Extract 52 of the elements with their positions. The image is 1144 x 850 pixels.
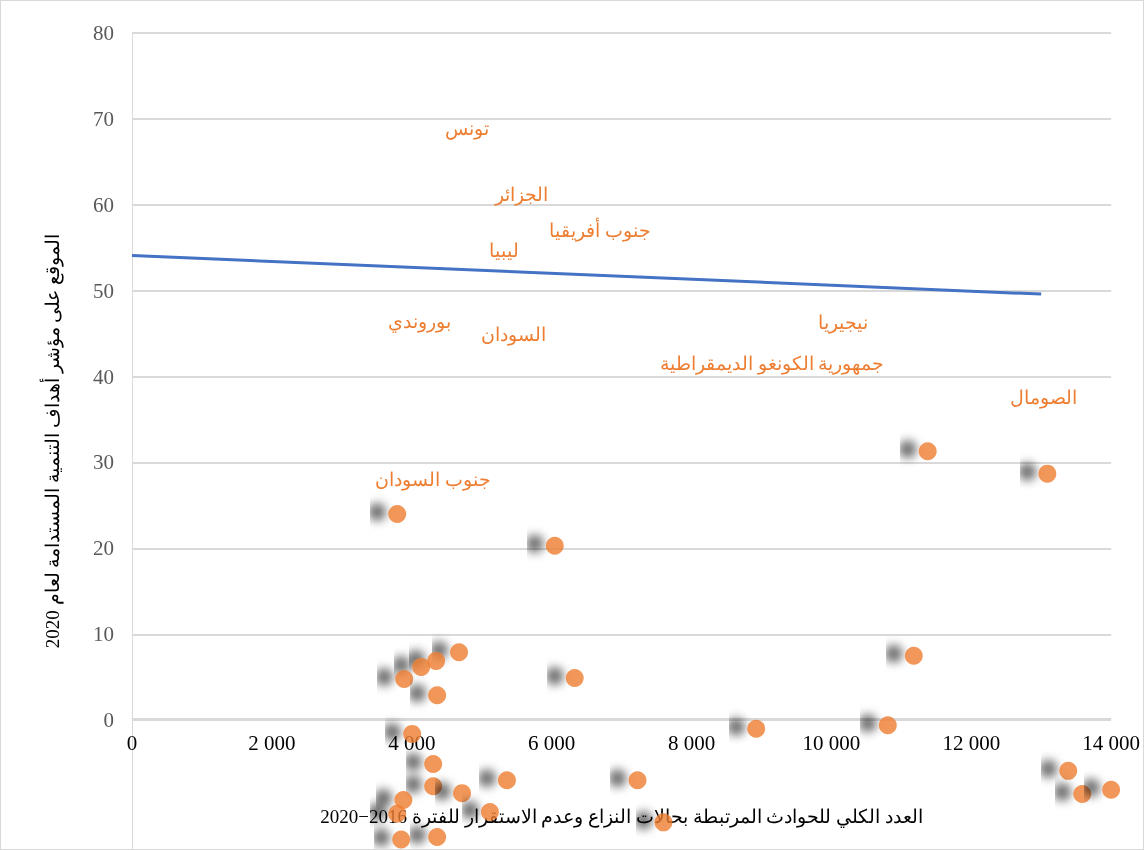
point <box>918 442 937 461</box>
annotation: الجزائر <box>493 183 548 206</box>
annotation: جنوب أفريقيا <box>549 216 651 242</box>
y-tick-label: 40 <box>93 364 114 389</box>
annotation: بوروندي <box>387 310 451 333</box>
point <box>392 830 411 849</box>
x-tick-label: 2 000 <box>248 731 296 756</box>
point <box>1073 785 1092 804</box>
point <box>424 754 443 773</box>
point <box>1038 464 1057 483</box>
point <box>427 651 446 670</box>
annotation: السودان <box>480 323 546 346</box>
point <box>424 777 443 796</box>
point <box>450 643 469 662</box>
y-tick-label: 20 <box>93 536 114 561</box>
point <box>453 784 472 803</box>
annotation: جنوب السودان <box>375 468 491 491</box>
point <box>628 771 647 790</box>
point <box>388 505 407 524</box>
point <box>565 669 584 688</box>
point <box>428 827 447 846</box>
point <box>428 686 447 705</box>
x-tick-label: 6 000 <box>528 731 576 756</box>
point <box>747 719 766 738</box>
x-tick-label: 8 000 <box>667 731 716 756</box>
x-tick-label: 4 000 <box>388 731 436 756</box>
point <box>1102 780 1121 799</box>
annotation: تونس <box>445 117 489 140</box>
y-tick-label: 50 <box>93 278 114 303</box>
y-axis-title: الموقع على مؤشر أهداف التنمية المستدامة لعام 2020 <box>39 233 64 649</box>
annotation: ليبيا <box>489 239 519 261</box>
point <box>545 536 564 555</box>
point <box>497 771 516 790</box>
annotation: نيجيريا <box>818 311 868 334</box>
y-tick-label: 10 <box>93 622 114 647</box>
point <box>904 646 923 665</box>
point <box>412 657 431 676</box>
x-tick-label: 0 <box>126 731 138 756</box>
x-tick-label: 10 000 <box>802 731 861 756</box>
y-tick-label: 80 <box>93 21 114 45</box>
annotation: جمهورية الكونغو الديمقراطية <box>659 352 885 375</box>
y-tick-label: 0 <box>103 708 114 733</box>
x-tick-label: 12 000 <box>942 731 1001 756</box>
point <box>395 669 414 688</box>
x-tick-label: 14 000 <box>1082 731 1140 756</box>
point <box>878 716 897 735</box>
y-tick-label: 60 <box>93 192 114 217</box>
y-tick-label: 30 <box>93 450 114 475</box>
point <box>394 791 413 810</box>
point <box>1059 761 1078 780</box>
annotation: الصومال <box>1009 386 1077 409</box>
y-tick-label: 70 <box>93 106 114 131</box>
